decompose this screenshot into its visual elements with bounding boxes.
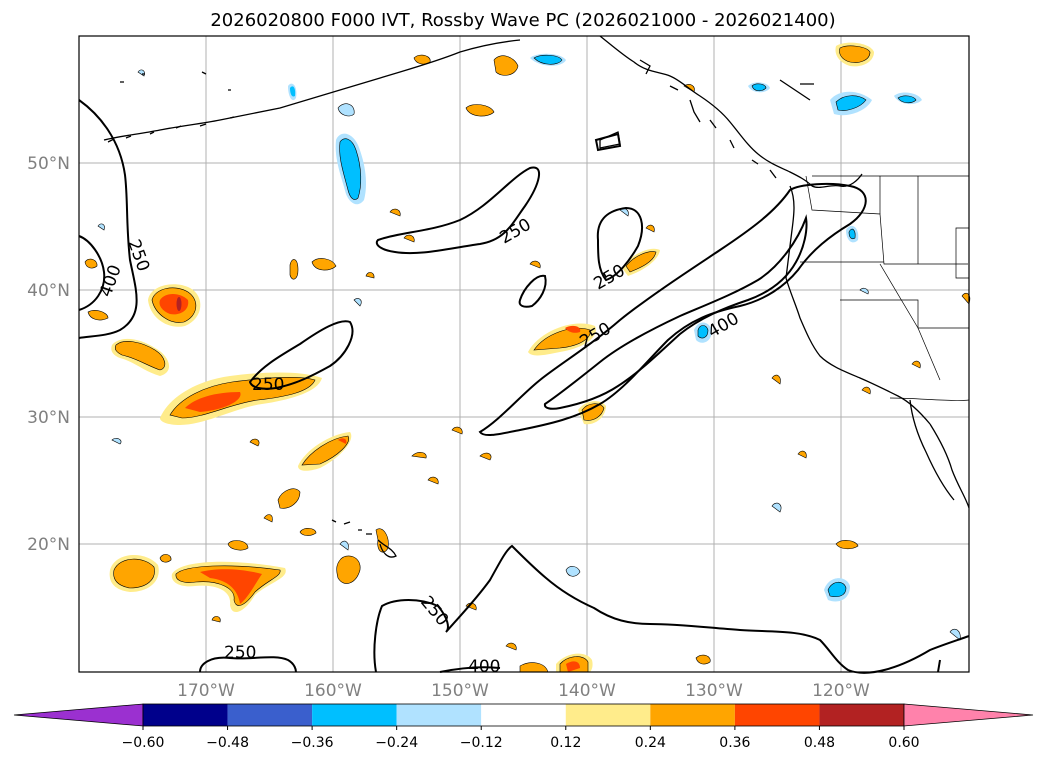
colorbar-tick-label: −0.12	[460, 735, 503, 751]
contour-label: 250	[252, 375, 284, 395]
colorbar-cell	[227, 704, 313, 726]
colorbar-extend-low	[13, 703, 144, 727]
colorbar-cell	[396, 704, 482, 726]
colorbar-cell	[312, 704, 397, 726]
colorbar-tick-label: −0.60	[122, 735, 165, 751]
colorbar-cell	[481, 704, 566, 726]
colorbar-tick-label: 0.12	[550, 735, 581, 751]
colorbar-tick-label: 0.36	[719, 735, 750, 751]
lon-label-140w: 140°W	[558, 681, 616, 701]
colorbar-cell	[565, 704, 651, 726]
ivt-anomaly-positive	[84, 42, 971, 673]
lon-label-160w: 160°W	[304, 681, 362, 701]
contour-label: 250	[224, 643, 256, 663]
lat-label-40n: 40°N	[27, 281, 70, 301]
map-panel: 250 400 250 250 250 400 250 250 250 400	[78, 35, 971, 677]
lat-label-20n: 20°N	[27, 535, 70, 555]
lat-label-30n: 30°N	[27, 408, 70, 428]
colorbar-tick-label: −0.36	[291, 735, 334, 751]
lon-label-120w: 120°W	[812, 681, 870, 701]
latitude-labels: 50°N 40°N 30°N 20°N	[27, 154, 70, 555]
colorbar: −0.60 −0.48 −0.36 −0.24 −0.12 0.12 0.24 0.36 0.4…	[13, 703, 1034, 751]
lat-label-50n: 50°N	[27, 154, 70, 174]
colorbar-tick-label: 0.60	[888, 735, 919, 751]
coastlines	[103, 35, 970, 558]
colorbar-cell	[143, 704, 228, 726]
colorbar-tick-label: −0.24	[375, 735, 418, 751]
contour-label: 400	[468, 657, 500, 677]
ivt-contours	[78, 99, 970, 674]
colorbar-cell	[734, 704, 820, 726]
colorbar-extend-high	[903, 703, 1034, 727]
colorbar-tick-label: 0.48	[804, 735, 835, 751]
ivt-anomaly-negative	[97, 53, 961, 641]
longitude-labels: 170°W 160°W 150°W 140°W 130°W 120°W	[177, 681, 870, 701]
lon-label-170w: 170°W	[177, 681, 235, 701]
colorbar-tick-label: −0.48	[206, 735, 249, 751]
colorbar-cell	[650, 704, 735, 726]
lon-label-150w: 150°W	[431, 681, 489, 701]
colorbar-tick-label: 0.24	[635, 735, 666, 751]
colorbar-cell	[819, 704, 904, 726]
map-title: 2026020800 F000 IVT, Rossby Wave PC (202…	[210, 10, 835, 31]
lon-label-130w: 130°W	[685, 681, 743, 701]
